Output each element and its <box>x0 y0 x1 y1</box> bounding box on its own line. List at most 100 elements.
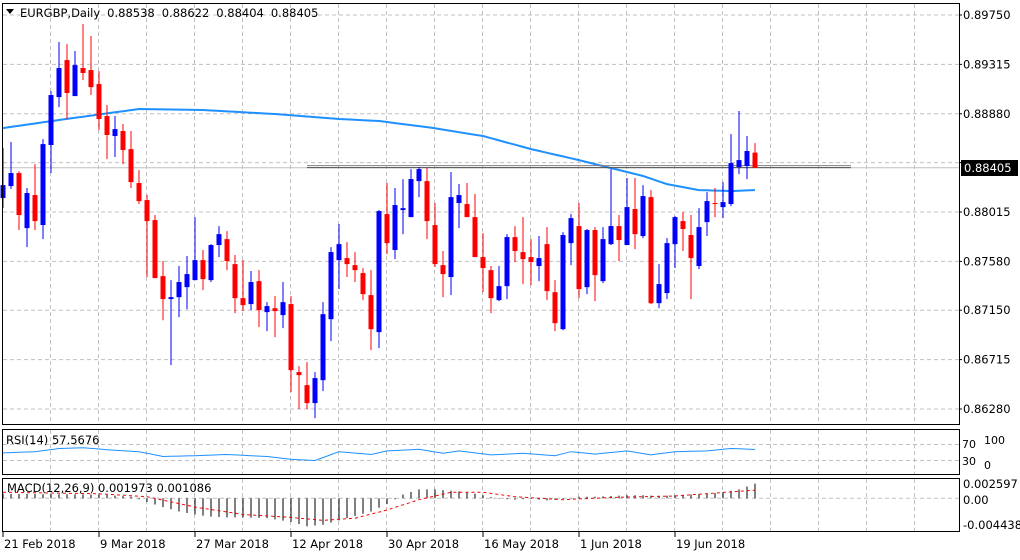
candle-bear <box>528 257 534 263</box>
candle-bull <box>728 163 734 205</box>
candle-bull <box>496 286 502 301</box>
candle-bull <box>208 245 214 281</box>
candle-bear <box>384 214 390 244</box>
rsi-label: RSI(14) 57.5676 <box>6 433 100 447</box>
candle-bull <box>264 306 270 313</box>
candle-bull <box>376 211 382 333</box>
candle-bear <box>136 183 142 202</box>
candle-bull <box>584 230 590 288</box>
candle-bull <box>696 227 702 267</box>
candle-bull <box>8 173 14 187</box>
candle-bull <box>400 208 406 211</box>
high-value: 0.88622 <box>162 6 210 20</box>
price-tick-label: 0.86715 <box>963 353 1011 367</box>
candle-bear <box>64 60 70 94</box>
candle-bear <box>88 70 94 88</box>
rsi-axis-100: 100 <box>984 434 1005 447</box>
horizontal-level-line[interactable] <box>307 165 851 169</box>
date-tick-label: 19 Jun 2018 <box>676 537 745 551</box>
candle-bear <box>544 244 550 292</box>
candle-bear <box>352 265 358 271</box>
candle-bull <box>416 169 422 182</box>
candle-bear <box>592 230 598 276</box>
macd-axis-max: 0.002597 <box>963 477 1018 491</box>
candle-bear <box>256 281 262 311</box>
date-tick-label: 1 Jun 2018 <box>580 537 642 551</box>
rsi-axis-70: 70 <box>962 438 976 451</box>
candle-bear <box>200 260 206 280</box>
candle-bear <box>464 204 470 218</box>
candle-bull <box>72 65 78 97</box>
candle-bear <box>296 372 302 376</box>
candle-bull <box>640 196 646 237</box>
dropdown-triangle-icon[interactable] <box>6 9 14 14</box>
macd-panel-plot <box>2 483 756 527</box>
candle-bear <box>520 252 526 260</box>
candle-bear <box>368 295 374 330</box>
candle-bear <box>648 197 654 304</box>
candle-bull <box>448 197 454 278</box>
candle-bear <box>424 181 430 222</box>
date-tick-label: 9 Mar 2018 <box>100 537 166 551</box>
date-tick-label: 16 May 2018 <box>484 537 559 551</box>
candle-bear <box>688 235 694 259</box>
candle-bull <box>504 237 510 287</box>
candle-bull <box>392 205 398 251</box>
chart-symbol: EURGBP,Daily <box>20 6 100 20</box>
candle-bear <box>304 385 310 404</box>
moving-average-line <box>2 107 756 193</box>
candle-bull <box>624 207 630 246</box>
candle-bull <box>24 193 30 229</box>
candle-bear <box>440 265 446 275</box>
candle-bull <box>280 302 286 316</box>
candle-bull <box>744 151 750 167</box>
current-price-label: 0.88405 <box>964 161 1012 175</box>
macd-axis-min: -0.004438 <box>963 518 1020 532</box>
candle-bear <box>752 152 758 168</box>
price-tick-label: 0.88880 <box>963 107 1011 121</box>
candle-bull <box>168 297 174 300</box>
candle-bear <box>144 200 150 222</box>
price-tick-label: 0.89315 <box>963 57 1011 71</box>
open-value: 0.88538 <box>107 6 155 20</box>
macd-axis-zero: 0.00 <box>963 493 989 507</box>
moving-average <box>2 107 756 193</box>
candles <box>0 23 758 419</box>
candle-bull <box>56 68 62 98</box>
candle-bear <box>680 221 686 230</box>
candle-bear <box>32 195 38 222</box>
candle-bull <box>312 378 318 404</box>
candle-bear <box>512 237 518 252</box>
candle-bull <box>112 129 118 137</box>
candle-bear <box>360 273 366 295</box>
low-value: 0.88404 <box>216 6 264 20</box>
macd-label: MACD(12,26,9) 0.001973 0.001086 <box>7 481 211 495</box>
candle-bear <box>80 68 86 74</box>
macd-panel-border <box>2 478 960 532</box>
candle-bear <box>16 173 22 216</box>
rsi-panel-border <box>2 429 960 475</box>
candle-bull <box>736 160 742 168</box>
close-value: 0.88405 <box>271 6 319 20</box>
date-tick-label: 21 Feb 2018 <box>4 537 76 551</box>
price-tick-label: 0.89750 <box>963 8 1011 22</box>
candle-bear <box>224 239 230 262</box>
candle-bull <box>672 217 678 245</box>
price-tick-label: 0.88015 <box>963 205 1011 219</box>
price-tick-label: 0.87150 <box>963 303 1011 317</box>
candle-bear <box>432 225 438 265</box>
candle-bear <box>160 276 166 300</box>
candle-bear <box>616 226 622 241</box>
candle-bull <box>608 226 614 245</box>
candle-bull <box>568 218 574 244</box>
candle-bull <box>408 179 414 218</box>
candle-bull <box>48 95 54 146</box>
candle-bear <box>120 131 126 150</box>
candle-bull <box>536 258 542 267</box>
candle-bear <box>344 258 350 265</box>
macd-signal-line <box>2 489 756 521</box>
candle-bear <box>632 209 638 235</box>
rsi-line <box>2 447 756 462</box>
